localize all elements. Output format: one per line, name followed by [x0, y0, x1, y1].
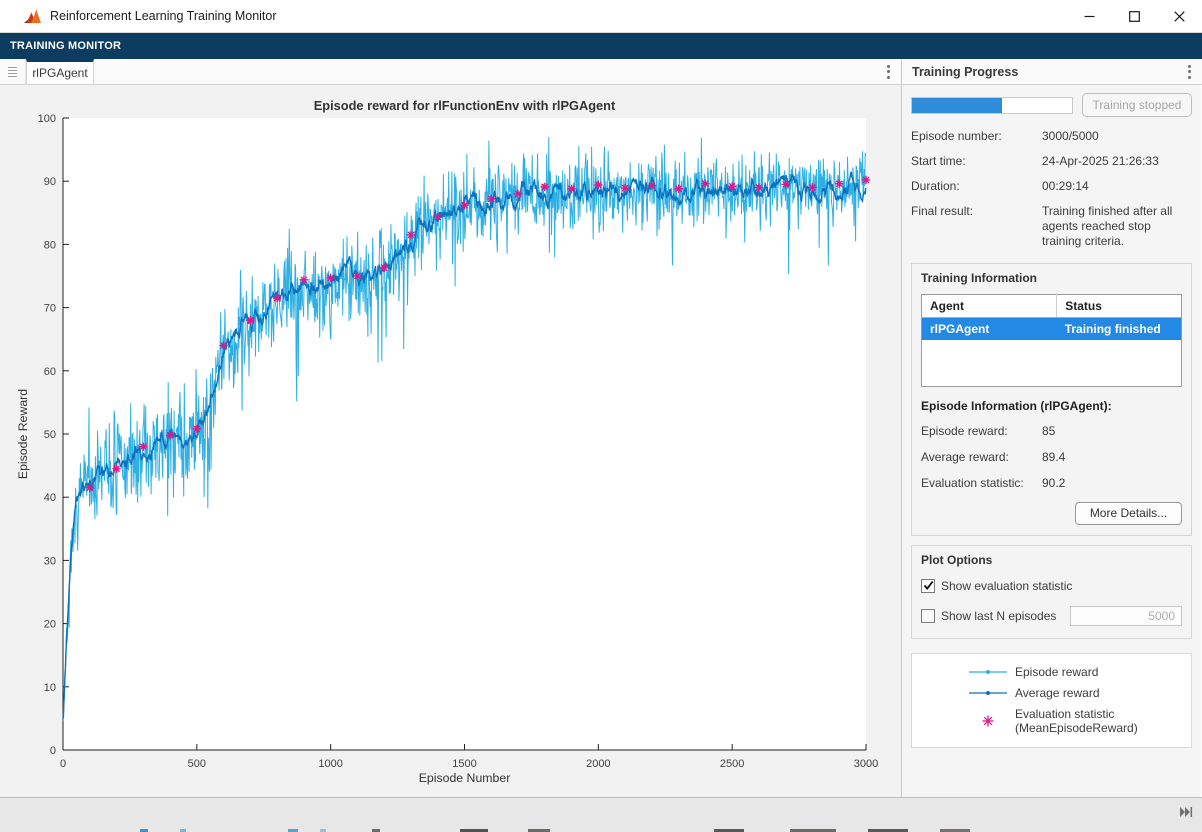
close-button[interactable]	[1157, 0, 1202, 32]
legend-item-evaluation-statistic: Evaluation statistic (MeanEpisodeReward)	[912, 707, 1191, 735]
training-information-group: Training Information Agent Status rlPGAg…	[911, 263, 1192, 536]
tab-and-header-row: rlPGAgent Training Progress	[0, 59, 1202, 85]
episode-reward-value: 85	[1042, 424, 1182, 438]
svg-text:100: 100	[38, 113, 56, 125]
show-evaluation-statistic-checkbox[interactable]	[921, 579, 935, 593]
training-progress-panel: Training stopped Episode number: 3000/50…	[901, 85, 1201, 797]
svg-text:Episode Reward: Episode Reward	[16, 389, 30, 479]
average-reward-line-icon	[968, 688, 1008, 698]
start-time-label: Start time:	[911, 154, 1042, 169]
reward-chart[interactable]: Episode reward for rlFunctionEnv with rl…	[0, 85, 901, 797]
main-content: Episode reward for rlFunctionEnv with rl…	[0, 85, 1202, 797]
svg-text:0: 0	[60, 758, 66, 770]
svg-text:60: 60	[44, 366, 56, 378]
svg-text:1500: 1500	[452, 758, 476, 770]
training-information-title: Training Information	[921, 271, 1182, 285]
window-title: Reinforcement Learning Training Monitor	[50, 9, 277, 23]
training-progress-bar-fill	[912, 98, 1002, 113]
average-reward-value: 89.4	[1042, 450, 1182, 464]
status-bar	[0, 797, 1202, 829]
last-n-episodes-input[interactable]	[1070, 606, 1182, 626]
table-row[interactable]: rlPGAgent Training finished	[922, 318, 1182, 341]
legend-item-average-reward: Average reward	[912, 686, 1191, 700]
table-empty-space	[922, 340, 1182, 386]
final-result-label: Final result:	[911, 204, 1042, 249]
evaluation-statistic-label: Evaluation statistic:	[921, 476, 1042, 490]
app-window: Reinforcement Learning Training Monitor …	[0, 0, 1202, 832]
agents-table-header-status: Status	[1057, 295, 1182, 318]
evaluation-statistic-value: 90.2	[1042, 476, 1182, 490]
agents-table-header-agent: Agent	[922, 295, 1057, 318]
svg-text:1000: 1000	[318, 758, 342, 770]
plot-options-group: Plot Options Show evaluation statistic S…	[911, 545, 1192, 639]
svg-text:90: 90	[44, 176, 56, 188]
figure-panel-menu-icon[interactable]	[875, 59, 901, 84]
chart-legend: Episode reward Average reward	[911, 653, 1192, 748]
svg-text:70: 70	[44, 303, 56, 315]
expand-panel-icon[interactable]	[1178, 805, 1194, 823]
svg-text:2500: 2500	[720, 758, 744, 770]
agent-status-cell: Training finished	[1057, 318, 1182, 341]
training-progress-title: Training Progress	[912, 65, 1018, 79]
title-bar: Reinforcement Learning Training Monitor	[0, 0, 1202, 33]
episode-information-title: Episode Information (rlPGAgent):	[921, 399, 1182, 413]
episode-number-label: Episode number:	[911, 129, 1042, 144]
svg-text:Episode reward for rlFunctionE: Episode reward for rlFunctionEnv with rl…	[314, 98, 616, 113]
svg-text:3000: 3000	[854, 758, 878, 770]
svg-text:50: 50	[44, 429, 56, 441]
document-tab-bar: rlPGAgent	[0, 59, 901, 84]
show-evaluation-statistic-label: Show evaluation statistic	[941, 579, 1072, 593]
svg-text:30: 30	[44, 555, 56, 567]
training-progress-menu-icon[interactable]	[1176, 65, 1202, 79]
svg-text:0: 0	[50, 745, 56, 757]
agent-name-cell: rlPGAgent	[922, 318, 1057, 341]
svg-text:20: 20	[44, 619, 56, 631]
start-time-value: 24-Apr-2025 21:26:33	[1042, 154, 1192, 169]
training-stopped-button[interactable]: Training stopped	[1082, 93, 1192, 117]
more-details-button[interactable]: More Details...	[1075, 502, 1182, 525]
plot-options-title: Plot Options	[921, 553, 1182, 567]
show-last-n-episodes-label: Show last N episodes	[941, 609, 1056, 623]
tab-rlpgagent[interactable]: rlPGAgent	[26, 59, 94, 84]
maximize-button[interactable]	[1112, 0, 1157, 32]
svg-text:Episode Number: Episode Number	[419, 771, 511, 785]
svg-text:10: 10	[44, 682, 56, 694]
show-last-n-episodes-checkbox[interactable]	[921, 609, 935, 623]
svg-text:500: 500	[188, 758, 206, 770]
minimize-button[interactable]	[1067, 0, 1112, 32]
toolstrip-label: TRAINING MONITOR	[10, 40, 121, 52]
svg-text:80: 80	[44, 239, 56, 251]
matlab-logo-icon	[24, 9, 41, 24]
tab-overflow-icon[interactable]	[0, 59, 26, 84]
legend-item-episode-reward: Episode reward	[912, 665, 1191, 679]
episode-reward-label: Episode reward:	[921, 424, 1042, 438]
duration-label: Duration:	[911, 179, 1042, 194]
duration-value: 00:29:14	[1042, 179, 1192, 194]
svg-text:40: 40	[44, 492, 56, 504]
episode-number-value: 3000/5000	[1042, 129, 1192, 144]
final-result-value: Training finished after all agents reach…	[1042, 204, 1192, 249]
average-reward-label: Average reward:	[921, 450, 1042, 464]
evaluation-statistic-asterisk-icon	[968, 714, 1008, 728]
tab-label: rlPGAgent	[32, 66, 87, 80]
agents-table: Agent Status rlPGAgent Training finished	[921, 294, 1182, 387]
episode-reward-line-icon	[968, 667, 1008, 677]
svg-text:2000: 2000	[586, 758, 610, 770]
training-progress-bar	[911, 97, 1073, 114]
training-progress-header: Training Progress	[902, 59, 1202, 84]
reward-chart-svg: Episode reward for rlFunctionEnv with rl…	[0, 85, 901, 797]
toolstrip-tab-training-monitor[interactable]: TRAINING MONITOR	[0, 33, 1202, 59]
